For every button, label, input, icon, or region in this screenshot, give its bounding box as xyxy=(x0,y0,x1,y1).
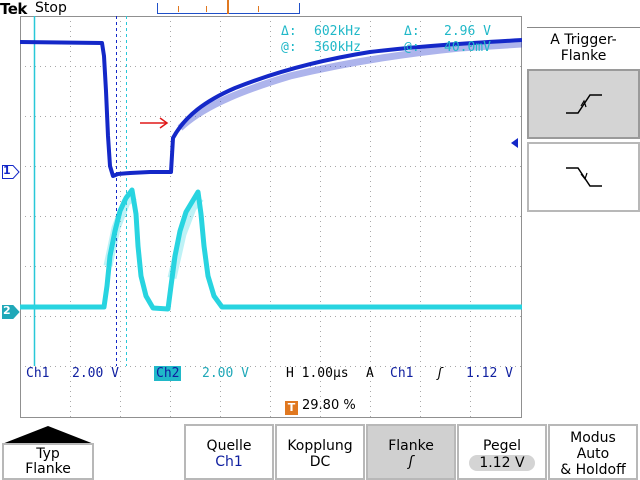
trigger-mode: A xyxy=(366,366,374,381)
pegel-value: 1.12 V xyxy=(469,455,535,471)
ch1-marker-label: 1 xyxy=(3,164,11,177)
typ-label: Typ xyxy=(36,446,60,462)
rising-edge-button[interactable] xyxy=(527,69,640,139)
pegel-button[interactable]: Pegel 1.12 V xyxy=(457,424,547,480)
record-position-cursor xyxy=(227,0,229,14)
modus-label: Modus xyxy=(570,430,616,446)
cursor-arrow-icon xyxy=(140,117,169,129)
rising-edge-icon xyxy=(566,94,602,114)
ch1-waveform xyxy=(20,38,522,178)
side-menu-title: A Trigger- Flanke xyxy=(527,27,640,66)
trigger-position-readout: T 29.80 % xyxy=(285,398,356,415)
typ-arrow-icon xyxy=(2,426,94,444)
record-tick xyxy=(206,6,207,12)
quelle-value: Ch1 xyxy=(215,454,243,470)
ch1-scale: 2.00 V xyxy=(72,366,119,381)
trigger-t-icon: T xyxy=(285,401,298,415)
ch1-ground-marker[interactable]: 1 xyxy=(2,164,20,179)
kopplung-label: Kopplung xyxy=(287,438,353,454)
at-volt-label: @: xyxy=(404,40,420,55)
at-freq-label: @: xyxy=(281,40,297,55)
delta-volt-label: Δ: xyxy=(404,24,420,39)
waveform-display[interactable] xyxy=(20,16,522,418)
status-readout: Ch1 2.00 V Ch2 2.00 V H 1.00µs A Ch1 ʃ 1… xyxy=(26,366,522,384)
modus-button[interactable]: Modus Auto & Holdoff xyxy=(548,424,638,480)
horizontal-scale: H 1.00µs xyxy=(286,366,349,381)
at-volt-value: 40.0mV xyxy=(444,40,491,55)
delta-freq-value: 602kHz xyxy=(314,24,361,39)
acquisition-state: Stop xyxy=(35,0,67,16)
pegel-label: Pegel xyxy=(483,438,521,454)
record-tick xyxy=(178,6,179,12)
kopplung-button[interactable]: Kopplung DC xyxy=(275,424,365,480)
flanke-slope-icon: ʃ xyxy=(408,454,414,470)
falling-edge-button[interactable] xyxy=(527,142,640,212)
at-freq-value: 360kHz xyxy=(314,40,361,55)
ch2-scale: 2.00 V xyxy=(202,366,249,381)
holdoff-label: & Holdoff xyxy=(560,462,626,478)
trigger-source: Ch1 xyxy=(390,366,414,381)
trigger-level-marker[interactable] xyxy=(511,138,518,148)
delta-freq-label: Δ: xyxy=(281,24,297,39)
trigger-level: 1.12 V xyxy=(466,366,513,381)
quelle-button[interactable]: Quelle Ch1 xyxy=(184,424,274,480)
kopplung-value: DC xyxy=(309,454,331,470)
trigger-slope-icon: ʃ xyxy=(436,366,444,381)
graticule-and-traces xyxy=(20,16,522,418)
ch2-waveform xyxy=(20,187,522,312)
trigger-position-value: 29.80 % xyxy=(302,398,356,413)
record-tick xyxy=(258,6,259,12)
quelle-label: Quelle xyxy=(206,438,252,454)
flanke-button[interactable]: Flanke ʃ xyxy=(366,424,456,480)
delta-volt-value: 2.96 V xyxy=(444,24,491,39)
side-menu-title-line2: Flanke xyxy=(560,48,607,64)
modus-value: Auto xyxy=(576,446,610,462)
flanke-label: Flanke xyxy=(388,438,434,454)
ch2-ground-marker[interactable]: 2 xyxy=(2,304,20,319)
graticule-grid xyxy=(20,16,522,418)
ch2-marker-label: 2 xyxy=(3,304,11,317)
ch1-label: Ch1 xyxy=(26,366,50,381)
falling-edge-icon xyxy=(566,167,602,187)
side-menu: A Trigger- Flanke xyxy=(527,27,640,212)
typ-value: Flanke xyxy=(25,461,71,477)
bottom-menu: Typ Flanke Quelle Ch1 Kopplung DC Flanke… xyxy=(0,421,640,480)
typ-button[interactable]: Typ Flanke xyxy=(2,443,94,480)
brand-logo: Tek xyxy=(0,0,27,18)
side-menu-title-line1: A Trigger- xyxy=(550,32,617,48)
ch2-label: Ch2 xyxy=(154,366,182,381)
